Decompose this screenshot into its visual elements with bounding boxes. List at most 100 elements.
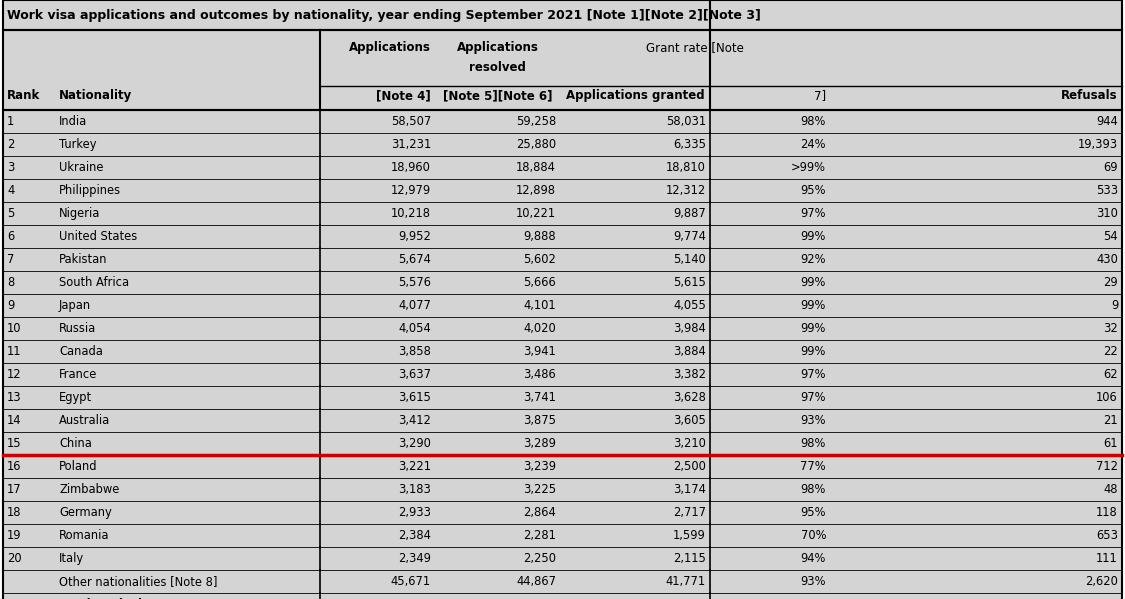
Text: 59,258: 59,258 [515,115,556,128]
Text: 9,952: 9,952 [398,230,431,243]
Text: United States: United States [58,230,137,243]
Text: Turkey: Turkey [58,138,97,151]
Text: Philippines: Philippines [58,184,122,197]
Text: 3,941: 3,941 [523,345,556,358]
Bar [3,225,1122,248]
Text: 94%: 94% [801,552,826,565]
Text: 12,898: 12,898 [516,184,556,197]
Text: Pakistan: Pakistan [58,253,108,266]
Text: Nationality: Nationality [58,89,133,102]
Text: 5,615: 5,615 [673,276,706,289]
Text: 26,337: 26,337 [1073,598,1118,599]
Text: 3,486: 3,486 [523,368,556,381]
Text: 70%: 70% [801,529,826,542]
Text: 10,218: 10,218 [392,207,431,220]
Text: 3,221: 3,221 [398,460,431,473]
Text: 1: 1 [7,115,15,128]
Text: Australia: Australia [58,414,110,427]
Text: 11: 11 [7,345,21,358]
Text: 9: 9 [1110,299,1118,312]
Text: 98%: 98% [801,115,826,128]
Bar [3,501,1122,524]
Text: 18,960: 18,960 [392,161,431,174]
Text: 95%: 95% [801,506,826,519]
Text: 3,605: 3,605 [673,414,706,427]
Bar [3,340,1122,363]
Text: 4,055: 4,055 [673,299,706,312]
Bar [3,432,1122,455]
Bar [3,455,1122,478]
Text: 77%: 77% [800,460,826,473]
Text: 69: 69 [1104,161,1118,174]
Bar [3,547,1122,570]
Bar [3,386,1122,409]
Bar [3,0,1122,30]
Text: 5,602: 5,602 [523,253,556,266]
Text: Applications: Applications [349,41,431,54]
Text: 18,810: 18,810 [666,161,706,174]
Text: 3,290: 3,290 [398,437,431,450]
Bar [3,156,1122,179]
Text: 3,637: 3,637 [398,368,431,381]
Text: Italy: Italy [58,552,84,565]
Text: 3,875: 3,875 [523,414,556,427]
Text: 5,666: 5,666 [523,276,556,289]
Bar [3,409,1122,432]
Text: 2,384: 2,384 [398,529,431,542]
Text: 17: 17 [7,483,21,496]
Text: Romania: Romania [58,529,109,542]
Text: 111: 111 [1096,552,1118,565]
Text: 2,281: 2,281 [523,529,556,542]
Text: China: China [58,437,92,450]
Text: Total work visas: Total work visas [58,598,163,599]
Text: 3,239: 3,239 [523,460,556,473]
Text: 3,628: 3,628 [673,391,706,404]
Text: 45,671: 45,671 [390,575,431,588]
Text: 99%: 99% [801,230,826,243]
Text: 48: 48 [1104,483,1118,496]
Text: 233,476: 233,476 [504,598,556,599]
Text: 3,615: 3,615 [398,391,431,404]
Bar [3,570,1122,593]
Text: 16: 16 [7,460,21,473]
Text: 9,774: 9,774 [673,230,706,243]
Text: 58,507: 58,507 [390,115,431,128]
Text: Applications granted: Applications granted [566,89,704,102]
Text: 10,221: 10,221 [516,207,556,220]
Text: 8: 8 [7,276,15,289]
Bar [3,317,1122,340]
Text: 95%: 95% [801,184,826,197]
Text: 61: 61 [1104,437,1118,450]
Text: 2,864: 2,864 [523,506,556,519]
Bar [3,110,1122,133]
Text: 99%: 99% [801,322,826,335]
Text: 14: 14 [7,414,21,427]
Text: 2,115: 2,115 [673,552,706,565]
Bar [3,294,1122,317]
Text: Japan: Japan [58,299,91,312]
Text: 118: 118 [1096,506,1118,519]
Text: 99%: 99% [801,299,826,312]
Text: 1,599: 1,599 [673,529,706,542]
Text: 58,031: 58,031 [666,115,706,128]
Text: 13: 13 [7,391,21,404]
Text: 6: 6 [7,230,15,243]
Text: 62: 62 [1104,368,1118,381]
Text: 2: 2 [7,138,15,151]
Text: 92%: 92% [801,253,826,266]
Text: 3,225: 3,225 [523,483,556,496]
Text: 3,858: 3,858 [398,345,431,358]
Bar [3,271,1122,294]
Text: 4,054: 4,054 [398,322,431,335]
Text: 88%: 88% [799,598,826,599]
Text: Germany: Germany [58,506,111,519]
Text: 3,382: 3,382 [673,368,706,381]
Text: 5,674: 5,674 [398,253,431,266]
Text: 7]: 7] [813,89,826,102]
Bar [3,363,1122,386]
Text: 2,620: 2,620 [1086,575,1118,588]
Bar [3,110,1122,599]
Text: 3,884: 3,884 [673,345,706,358]
Text: 3,289: 3,289 [523,437,556,450]
Text: 31,231: 31,231 [390,138,431,151]
